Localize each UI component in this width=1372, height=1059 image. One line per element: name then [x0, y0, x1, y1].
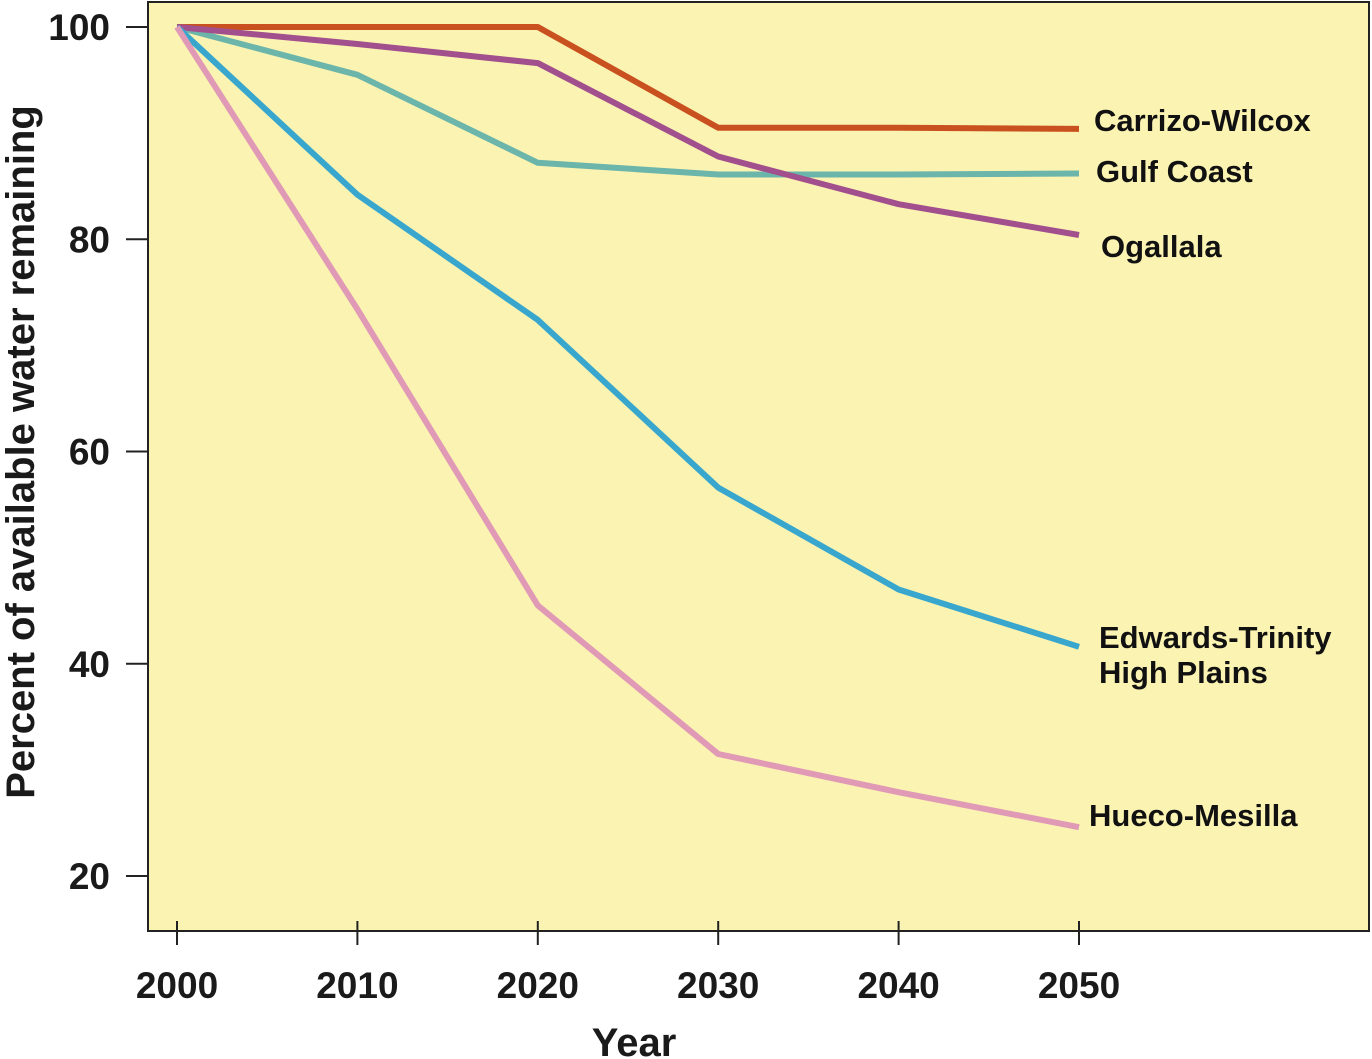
x-tick-label: 2010	[316, 965, 398, 1006]
series-line	[177, 24, 1080, 132]
y-axis-title: Percent of available water remaining	[0, 105, 43, 799]
x-tick-label: 2040	[857, 965, 939, 1006]
series-label: Carrizo-Wilcox	[1094, 103, 1312, 138]
y-tick-label: 20	[69, 856, 110, 897]
x-tick-label: 2030	[677, 965, 759, 1006]
x-axis-title: Year	[592, 1021, 677, 1059]
series-label-line: Edwards-Trinity	[1099, 620, 1332, 655]
y-axis-ticks: 100 80 60 40 20	[48, 7, 148, 897]
y-tick-label: 100	[48, 7, 110, 48]
plot-area	[147, 1, 1370, 932]
series-line	[174, 25, 1080, 831]
x-tick-label: 2000	[136, 965, 218, 1006]
x-tick-label: 2020	[497, 965, 579, 1006]
y-tick-label: 40	[69, 644, 110, 685]
series-label-line: High Plains	[1099, 655, 1268, 690]
series-label: Gulf Coast	[1096, 154, 1253, 189]
series-label: Ogallala	[1101, 229, 1222, 264]
series-labels: Carrizo-Wilcox Gulf Coast Ogallala Edwards-…	[1089, 103, 1332, 833]
series-label: Edwards-Trinity High Plains	[1099, 620, 1332, 690]
series-label: Hueco-Mesilla	[1089, 798, 1298, 833]
series-lines	[174, 24, 1080, 831]
series-line	[174, 24, 1080, 650]
x-tick-label: 2050	[1038, 965, 1120, 1006]
y-tick-label: 60	[69, 432, 110, 473]
y-tick-label: 80	[69, 219, 110, 260]
series-line	[176, 24, 1080, 238]
series-line	[176, 24, 1080, 178]
x-axis-ticks: 2000 2010 2020 2030 2040 2050	[136, 921, 1120, 1006]
